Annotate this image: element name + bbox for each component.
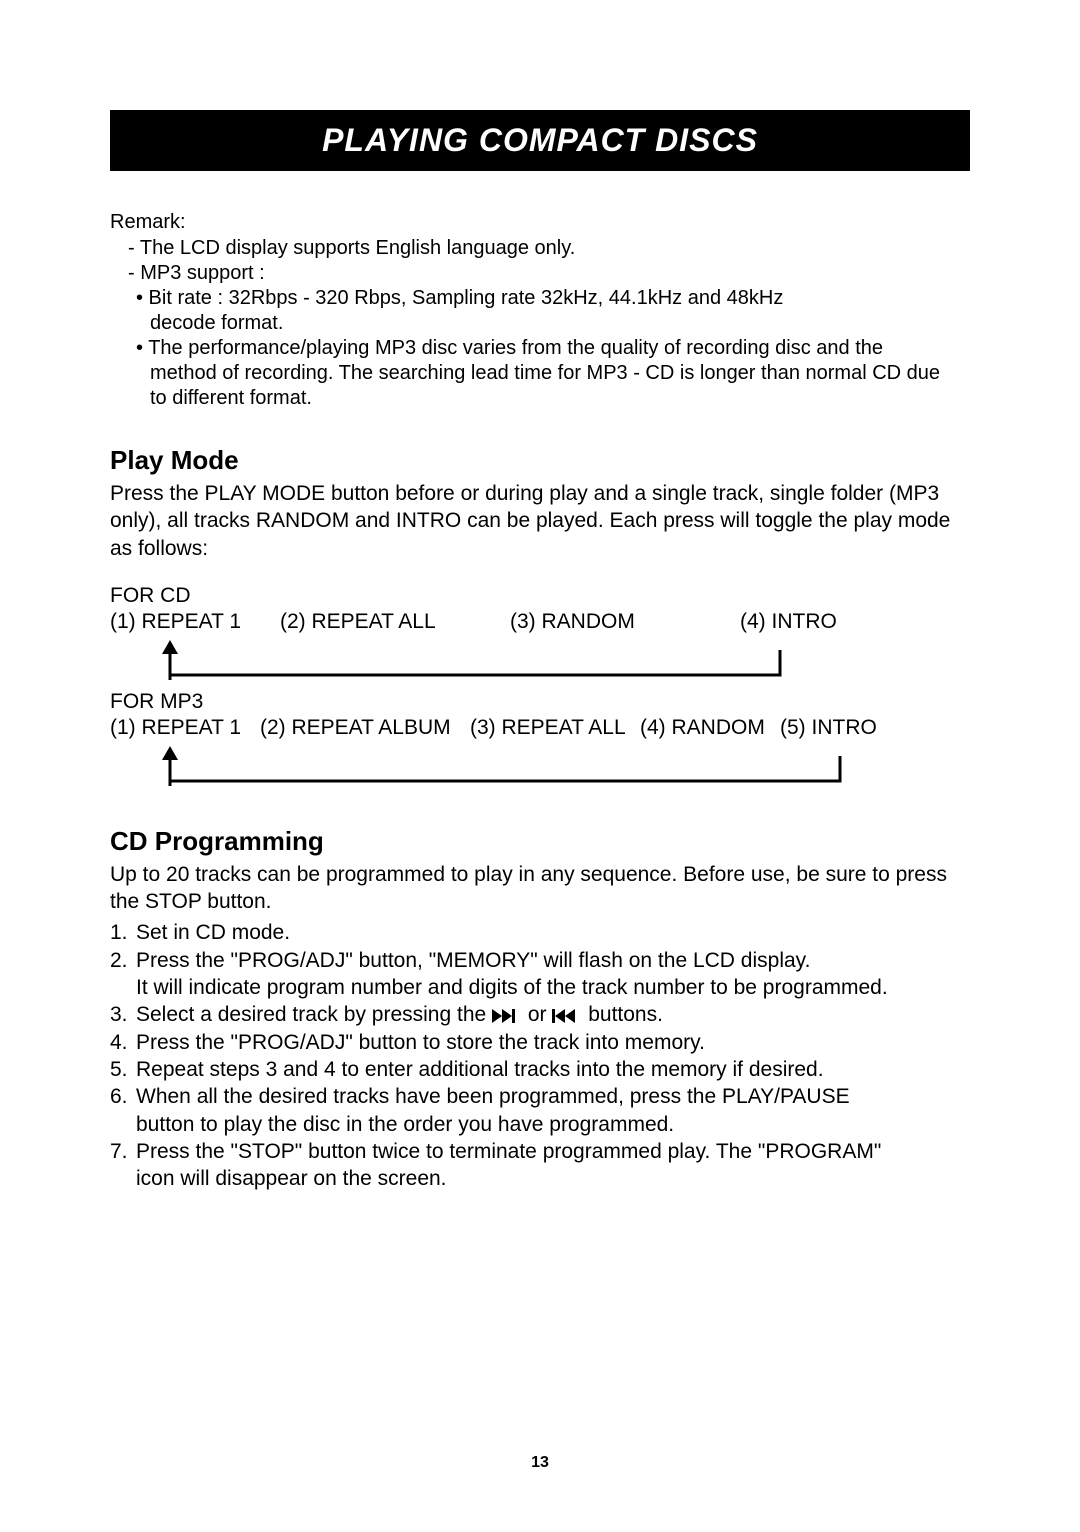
for-mp3-label: FOR MP3: [110, 690, 970, 714]
step-text: Press the "PROG/ADJ" button, "MEMORY" wi…: [136, 947, 970, 974]
remark-bullet: • Bit rate : 32Rbps - 320 Rbps, Sampling…: [136, 286, 970, 311]
step-number: 6.: [110, 1083, 136, 1110]
cd-programming-steps: 1.Set in CD mode. 2.Press the "PROG/ADJ"…: [110, 919, 970, 1192]
mp3-mode-row: (1) REPEAT 1 (2) REPEAT ALBUM (3) REPEAT…: [110, 716, 970, 740]
mode-item: (3) RANDOM: [510, 610, 740, 634]
step-item: 4.Press the "PROG/ADJ" button to store t…: [110, 1029, 970, 1056]
step-text-cont: It will indicate program number and digi…: [136, 974, 970, 1001]
remark-bullet-cont: to different format.: [150, 386, 970, 411]
step-item: 7.Press the "STOP" button twice to termi…: [110, 1138, 970, 1165]
step-number: 4.: [110, 1029, 136, 1056]
step-number: 7.: [110, 1138, 136, 1165]
mode-item: (2) REPEAT ALL: [280, 610, 510, 634]
step-number: 5.: [110, 1056, 136, 1083]
play-mode-paragraph: Press the PLAY MODE button before or dur…: [110, 480, 970, 562]
remark-section: Remark: - The LCD display supports Engli…: [110, 211, 970, 411]
cycle-arrow-mp3: [110, 746, 870, 786]
mode-item: (1) REPEAT 1: [110, 716, 260, 740]
remark-bullet-cont: method of recording. The searching lead …: [150, 361, 970, 386]
cd-programming-heading: CD Programming: [110, 826, 970, 857]
remark-bullet: • The performance/playing MP3 disc varie…: [136, 336, 970, 361]
play-mode-section: Play Mode Press the PLAY MODE button bef…: [110, 445, 970, 786]
remark-bullet-cont: decode format.: [150, 311, 970, 336]
step-item: 1.Set in CD mode.: [110, 919, 970, 946]
page-title: PLAYING COMPACT DISCS: [322, 122, 758, 158]
remark-line: - MP3 support :: [128, 261, 970, 286]
step-item: 3. Select a desired track by pressing th…: [110, 1001, 970, 1028]
next-track-icon: [492, 1009, 522, 1023]
step-number: 1.: [110, 919, 136, 946]
step-text: Press the "STOP" button twice to termina…: [136, 1138, 970, 1165]
step-text: Set in CD mode.: [136, 919, 970, 946]
step-item: 2.Press the "PROG/ADJ" button, "MEMORY" …: [110, 947, 970, 974]
step-text: Repeat steps 3 and 4 to enter additional…: [136, 1056, 970, 1083]
mode-item: (3) REPEAT ALL: [470, 716, 640, 740]
step-item: 6.When all the desired tracks have been …: [110, 1083, 970, 1110]
step-text-part: buttons.: [588, 1003, 663, 1026]
play-mode-heading: Play Mode: [110, 445, 970, 476]
step-number: 3.: [110, 1001, 136, 1028]
cd-programming-section: CD Programming Up to 20 tracks can be pr…: [110, 826, 970, 1193]
step-text-part: Select a desired track by pressing the: [136, 1003, 492, 1026]
step-number: 2.: [110, 947, 136, 974]
page-title-bar: PLAYING COMPACT DISCS: [110, 110, 970, 171]
page-number: 13: [0, 1454, 1080, 1472]
step-text: Select a desired track by pressing the o…: [136, 1001, 970, 1028]
remark-label: Remark:: [110, 211, 970, 234]
step-text: When all the desired tracks have been pr…: [136, 1083, 970, 1110]
step-text-cont: icon will disappear on the screen.: [136, 1165, 970, 1192]
remark-line: - The LCD display supports English langu…: [128, 236, 970, 261]
mode-item: (4) INTRO: [740, 610, 837, 634]
step-text-cont: button to play the disc in the order you…: [136, 1111, 970, 1138]
cd-programming-intro: Up to 20 tracks can be programmed to pla…: [110, 861, 970, 916]
step-text-part: or: [528, 1003, 553, 1026]
cycle-arrow-cd: [110, 640, 810, 680]
mode-item: (4) RANDOM: [640, 716, 780, 740]
step-text: Press the "PROG/ADJ" button to store the…: [136, 1029, 970, 1056]
mode-item: (5) INTRO: [780, 716, 877, 740]
remark-list: - The LCD display supports English langu…: [128, 236, 970, 411]
mode-item: (1) REPEAT 1: [110, 610, 280, 634]
for-cd-label: FOR CD: [110, 584, 970, 608]
prev-track-icon: [552, 1009, 582, 1023]
cd-mode-row: (1) REPEAT 1 (2) REPEAT ALL (3) RANDOM (…: [110, 610, 970, 634]
manual-page: PLAYING COMPACT DISCS Remark: - The LCD …: [0, 0, 1080, 1532]
step-item: 5.Repeat steps 3 and 4 to enter addition…: [110, 1056, 970, 1083]
mode-item: (2) REPEAT ALBUM: [260, 716, 470, 740]
